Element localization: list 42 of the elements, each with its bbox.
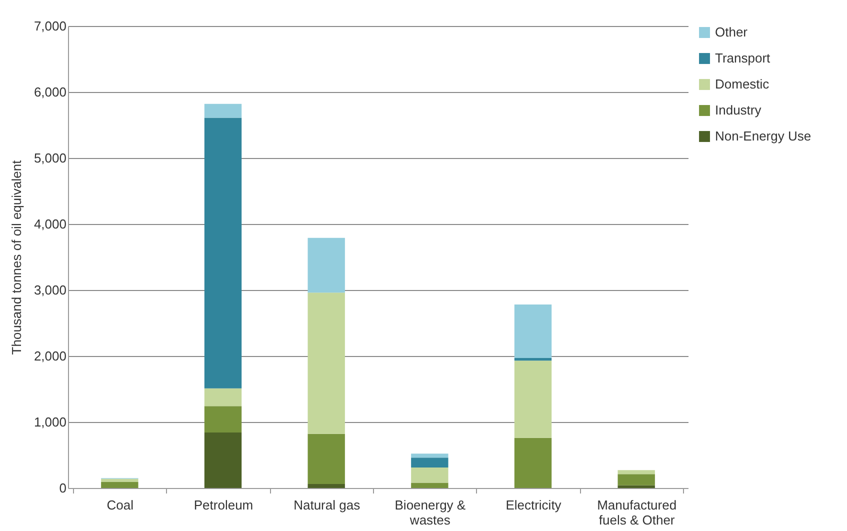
y-tick-label: 1,000	[34, 414, 66, 430]
bar	[204, 104, 242, 118]
bar	[514, 304, 552, 358]
bar	[308, 292, 345, 434]
bar	[411, 454, 448, 458]
bar	[204, 406, 242, 433]
bar	[308, 238, 345, 293]
x-tick-label: Electricity	[506, 498, 562, 512]
x-tick-label: Bioenergy & wastes	[394, 498, 466, 528]
legend-label: Other	[715, 24, 748, 40]
bar	[514, 358, 552, 361]
bar	[204, 432, 242, 488]
legend-label: Industry	[715, 102, 762, 118]
bar	[618, 485, 655, 488]
x-tick-label: Petroleum	[194, 498, 254, 512]
x-tick-label: Coal	[106, 498, 134, 512]
bar	[101, 478, 138, 482]
y-tick-label: 5,000	[34, 150, 66, 166]
bar	[618, 470, 655, 474]
bar	[514, 360, 552, 438]
y-tick-label: 2,000	[34, 348, 66, 364]
bar	[411, 468, 448, 483]
x-tick-label: Manufactured fuels & Other	[597, 498, 677, 528]
bar	[411, 482, 448, 488]
bar	[101, 482, 138, 488]
x-tick-label: Natural gas	[294, 498, 361, 512]
y-axis-title: Thousand tonnes of oil equivalent	[8, 160, 24, 355]
y-tick-label: 3,000	[34, 282, 66, 298]
legend-label: Non-Energy Use	[715, 128, 812, 144]
bar	[514, 438, 552, 488]
y-tick-label: 7,000	[34, 18, 66, 34]
bar	[618, 474, 655, 486]
bar	[308, 484, 345, 488]
legend-label: Transport	[715, 50, 771, 66]
legend-label: Domestic	[715, 76, 770, 92]
y-tick-label: 6,000	[34, 84, 66, 100]
bar	[308, 434, 345, 484]
bar	[411, 458, 448, 468]
y-tick-label: 4,000	[34, 216, 66, 232]
bar	[204, 118, 242, 388]
bar	[204, 388, 242, 406]
y-tick-label: 0	[59, 480, 66, 496]
